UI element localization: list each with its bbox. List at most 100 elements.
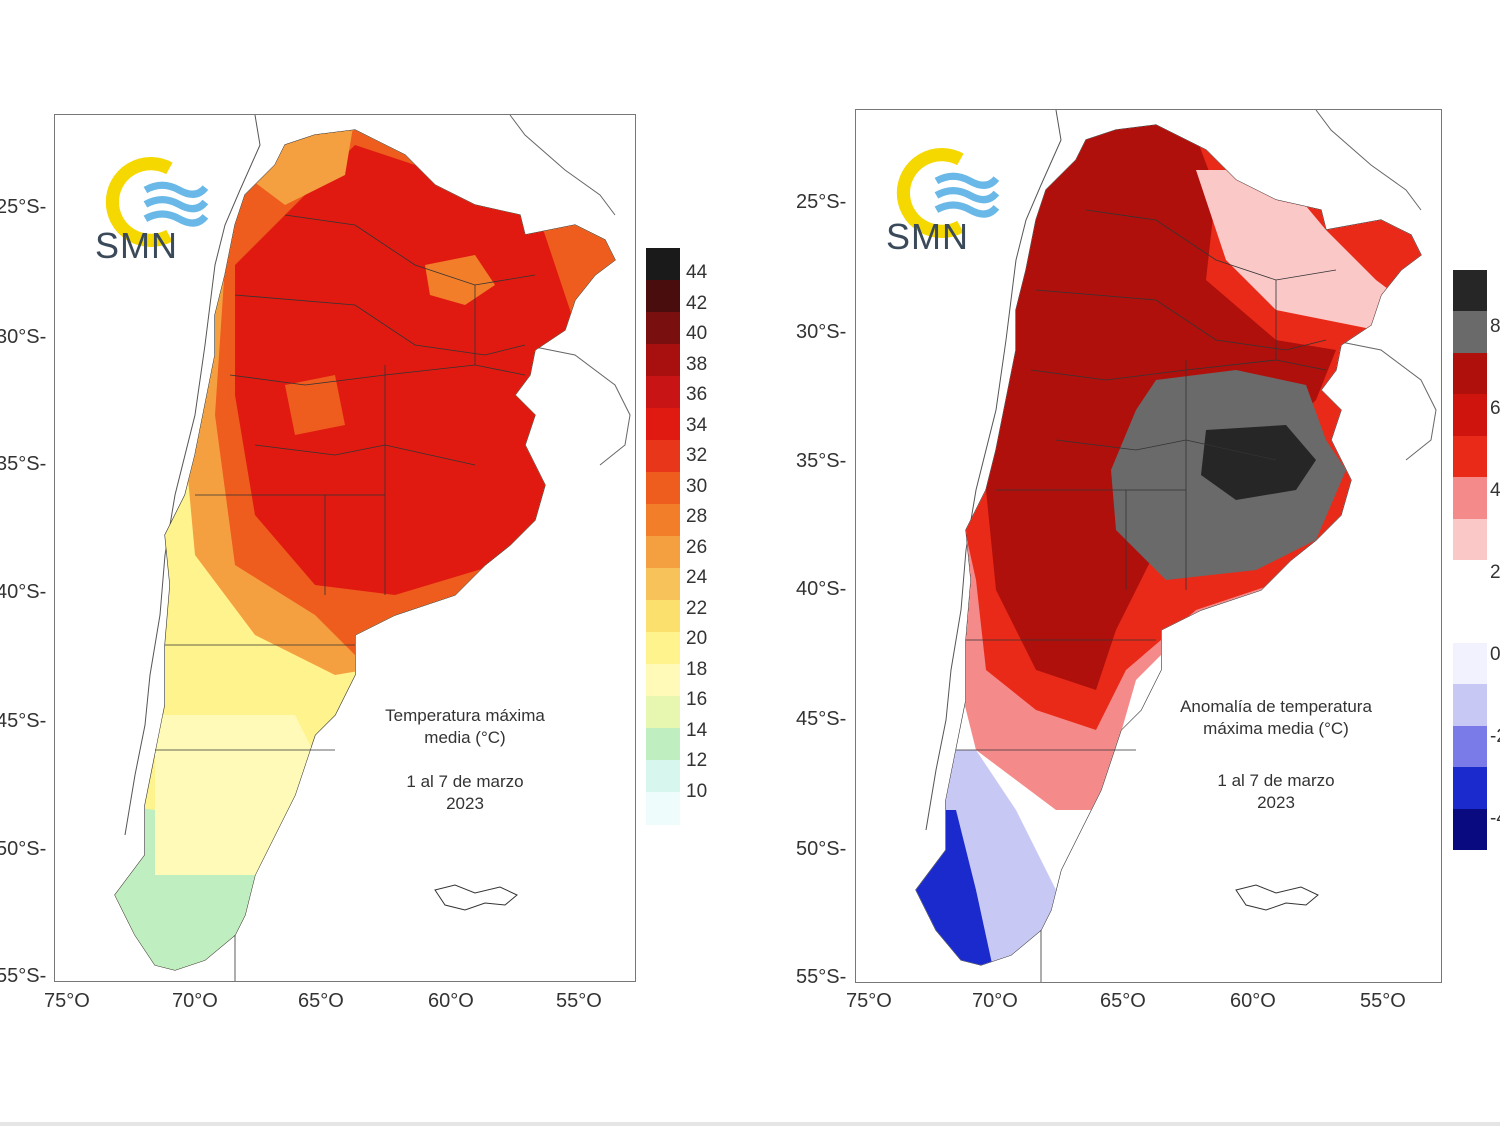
temperature-colorbar-label: 16 <box>686 689 708 710</box>
anomaly-colorbar-label: 8 <box>1490 316 1500 337</box>
map-title-line-2: media (°C) <box>424 728 506 747</box>
map-title-line-1: Anomalía de temperatura <box>1180 697 1372 716</box>
temperature-colorbar-label: 20 <box>686 628 708 649</box>
temperature-colorbar-segment <box>646 760 680 793</box>
lon-label-70o: 70°O <box>172 990 218 1012</box>
map-period: 1 al 7 de marzo 2023 <box>345 771 585 815</box>
lon-label-65o: 65°O <box>1100 990 1146 1012</box>
smn-logo: SMN <box>886 128 1006 258</box>
temperature-colorbar-label: 34 <box>686 414 708 436</box>
anomaly-colorbar-segment <box>1453 808 1487 851</box>
temperature-colorbar-label: 38 <box>686 353 708 375</box>
lat-label-35s: 35°S- <box>0 453 47 475</box>
temperature-colorbar-label: 26 <box>686 536 708 558</box>
lon-label-55o: 55°O <box>1360 990 1406 1012</box>
temperature-colorbar-segment <box>646 600 680 633</box>
anomaly-colorbar-labels: 8 6 4 2 0 -2 -4 <box>1490 290 1500 830</box>
temperature-colorbar-segment <box>646 280 680 313</box>
anomaly-colorbar-label: -2 <box>1490 726 1500 747</box>
falkland-islands <box>1235 884 1319 911</box>
anomaly-colorbar-segment <box>1453 435 1487 478</box>
temperature-colorbar-label: 14 <box>686 719 708 741</box>
anomaly-colorbar <box>1453 270 1487 851</box>
anomaly-colorbar-label: 6 <box>1490 398 1500 419</box>
anomaly-colorbar-segment <box>1453 767 1487 810</box>
temperature-colorbar <box>646 248 680 825</box>
map-title: Temperatura máxima media (°C) <box>345 705 585 749</box>
anomaly-colorbar-segment <box>1453 477 1487 520</box>
anomaly-colorbar-segment <box>1453 518 1487 561</box>
temperature-colorbar-label: 40 <box>686 323 708 344</box>
falkland-islands <box>434 884 518 911</box>
lat-label-25s: 25°S- <box>0 196 47 218</box>
smn-logo: SMN <box>95 137 215 267</box>
temperature-colorbar-labels: 44 42 40 38 36 34 32 30 28 26 24 22 20 18 16 14 12 10 <box>686 262 736 802</box>
map-period-line-2: 2023 <box>1257 793 1295 812</box>
anomaly-colorbar-segment <box>1453 352 1487 395</box>
anomaly-colorbar-segment <box>1453 311 1487 354</box>
temperature-colorbar-segment <box>646 664 680 697</box>
lon-label-75o: 75°O <box>44 990 90 1012</box>
anomaly-colorbar-label: 0 <box>1490 644 1500 665</box>
temperature-colorbar-segment <box>646 792 680 825</box>
temperature-colorbar-segment <box>646 408 680 441</box>
temperature-colorbar-label: 18 <box>686 658 708 680</box>
anomaly-colorbar-segment <box>1453 270 1487 312</box>
lon-label-60o: 60°O <box>428 990 474 1012</box>
map-period-line-1: 1 al 7 de marzo <box>1217 771 1335 790</box>
anomaly-colorbar-segment <box>1453 560 1487 602</box>
province-borders <box>155 214 536 981</box>
map-title-line-2: máxima media (°C) <box>1203 719 1349 738</box>
anomaly-colorbar-label: -4 <box>1490 808 1500 829</box>
anomaly-colorbar-label: 4 <box>1490 480 1500 501</box>
temperature-colorbar-segment <box>646 472 680 505</box>
temperature-colorbar-segment <box>646 440 680 473</box>
lon-label-70o: 70°O <box>972 990 1018 1012</box>
lat-label-55s: 55°S- <box>796 966 847 988</box>
temperature-colorbar-segment <box>646 248 680 281</box>
map-period-line-2: 2023 <box>446 794 484 813</box>
temperature-colorbar-segment <box>646 376 680 409</box>
temperature-colorbar-label: 44 <box>686 262 708 283</box>
chile-coastline <box>124 115 261 836</box>
bolivia-paraguay-border <box>509 115 616 216</box>
bolivia-paraguay-border <box>1315 110 1422 211</box>
map-period: 1 al 7 de marzo 2023 <box>1146 770 1406 814</box>
anomaly-colorbar-label: 2 <box>1490 562 1500 583</box>
temperature-anomaly-map: SMN Anomalía de temperatura máxima media… <box>855 109 1442 983</box>
lat-label-45s: 45°S- <box>0 710 47 732</box>
lat-label-40s: 40°S- <box>796 578 847 600</box>
temperature-colorbar-label: 30 <box>686 475 708 497</box>
lon-label-55o: 55°O <box>556 990 602 1012</box>
max-temperature-map-graphic <box>114 115 631 981</box>
temperature-colorbar-segment <box>646 312 680 345</box>
map-title: Anomalía de temperatura máxima media (°C… <box>1146 696 1406 740</box>
temperature-colorbar-segment <box>646 536 680 569</box>
lat-label-50s: 50°S- <box>796 838 847 860</box>
lat-label-40s: 40°S- <box>0 581 47 603</box>
lon-label-60o: 60°O <box>1230 990 1276 1012</box>
uruguay-border <box>1330 339 1437 461</box>
lat-label-30s: 30°S- <box>0 326 47 348</box>
province-borders <box>956 209 1337 982</box>
map-title-line-1: Temperatura máxima <box>385 706 545 725</box>
temperature-anomaly-map-graphic <box>915 110 1437 982</box>
max-temperature-map: SMN Temperatura máxima media (°C) 1 al 7… <box>54 114 636 982</box>
temperature-colorbar-segment <box>646 632 680 665</box>
lon-label-75o: 75°O <box>846 990 892 1012</box>
smn-logo-text: SMN <box>886 216 969 257</box>
temperature-colorbar-label: 42 <box>686 292 708 314</box>
anomaly-colorbar-segment <box>1453 725 1487 768</box>
smn-logo-text: SMN <box>95 225 178 266</box>
temperature-colorbar-label: 22 <box>686 597 708 619</box>
bottom-divider <box>0 1122 1500 1126</box>
temperature-colorbar-label: 12 <box>686 750 708 771</box>
temperature-colorbar-label: 36 <box>686 384 708 405</box>
temperature-colorbar-label: 10 <box>686 780 708 802</box>
anomaly-colorbar-segment <box>1453 684 1487 727</box>
temperature-colorbar-label: 32 <box>686 445 708 466</box>
uruguay-border <box>524 344 631 466</box>
anomaly-colorbar-segment <box>1453 642 1487 685</box>
lat-label-55s: 55°S- <box>0 965 47 987</box>
temperature-colorbar-segment <box>646 344 680 377</box>
